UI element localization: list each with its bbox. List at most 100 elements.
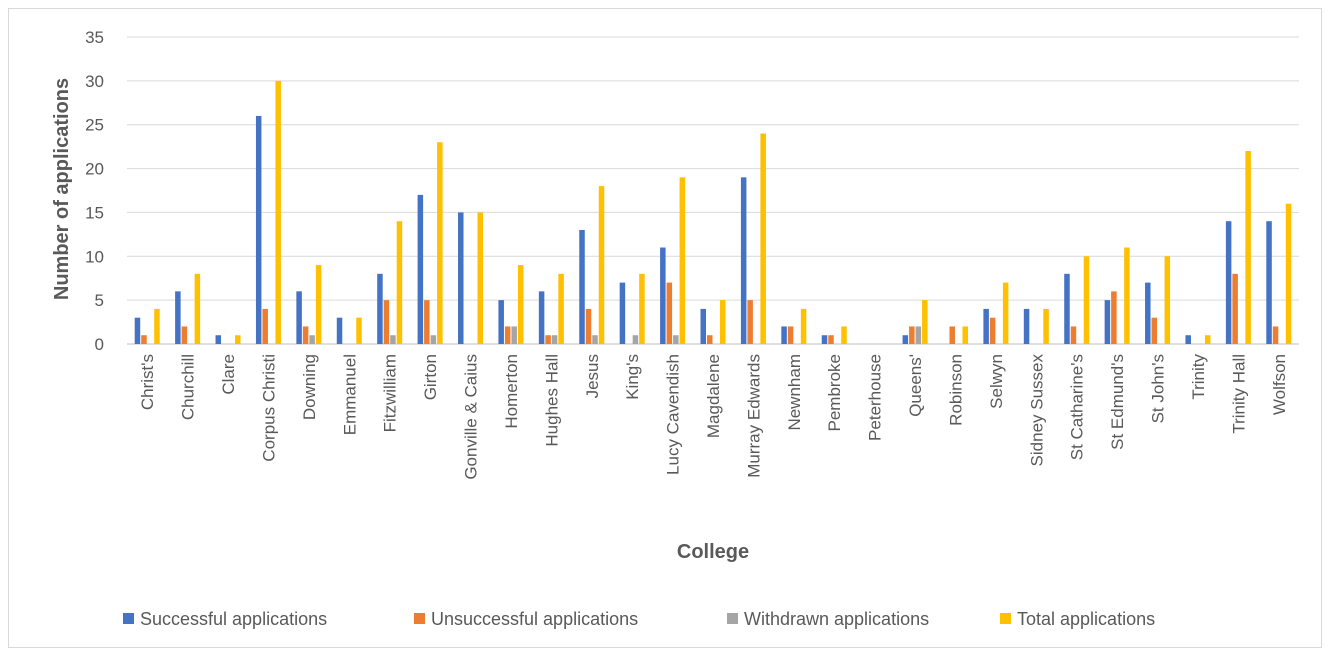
bar-withdrawn-applications (551, 335, 558, 344)
bar-successful-applications (134, 317, 141, 344)
bar-total-applications (477, 212, 484, 344)
bar-unsuccessful-applications (262, 308, 268, 344)
bar-successful-applications (1064, 273, 1070, 344)
bar-unsuccessful-applications (302, 326, 309, 344)
bar-successful-applications (983, 308, 989, 344)
bar-withdrawn-applications (511, 326, 517, 344)
x-tick-label: Gonville & Caius (462, 354, 481, 480)
bar-successful-applications (215, 335, 222, 344)
bar-total-applications (275, 80, 281, 344)
y-tick-label: 0 (95, 335, 104, 354)
x-tick-label: Girton (421, 354, 440, 400)
legend-label: Unsuccessful applications (431, 609, 638, 629)
bar-unsuccessful-applications (828, 335, 834, 344)
bar-total-applications (1164, 256, 1171, 344)
bar-total-applications (639, 273, 645, 344)
x-tick-label: Wolfson (1270, 354, 1289, 415)
bar-successful-applications (458, 212, 464, 344)
legend-swatch (727, 613, 738, 624)
x-tick-label: Emmanuel (340, 354, 359, 435)
bar-successful-applications (377, 273, 383, 344)
bar-unsuccessful-applications (504, 326, 511, 344)
y-tick-label: 5 (95, 291, 104, 310)
bar-total-applications (154, 308, 160, 344)
bar-total-applications (558, 273, 564, 344)
y-tick-label: 30 (85, 72, 104, 91)
x-tick-label: Newnham (785, 354, 804, 431)
x-tick-label: Clare (219, 354, 238, 395)
bar-successful-applications (175, 291, 181, 344)
bar-withdrawn-applications (632, 335, 639, 344)
y-tick-label: 20 (85, 160, 104, 179)
y-tick-label: 35 (85, 28, 104, 47)
legend-label: Total applications (1017, 609, 1155, 629)
bar-total-applications (1124, 247, 1130, 344)
bar-successful-applications (1145, 282, 1151, 344)
bar-unsuccessful-applications (1151, 317, 1158, 344)
bar-withdrawn-applications (430, 335, 437, 344)
bar-successful-applications (1266, 221, 1272, 344)
bar-unsuccessful-applications (383, 300, 390, 344)
bar-total-applications (800, 308, 807, 344)
gridlines (127, 36, 1299, 345)
bar-unsuccessful-applications (181, 326, 188, 344)
bar-successful-applications (579, 229, 585, 344)
bar-total-applications (356, 317, 362, 344)
bar-successful-applications (498, 300, 504, 344)
legend-swatch (123, 613, 134, 624)
y-axis-title: Number of applications (51, 78, 73, 300)
bar-total-applications (1002, 282, 1009, 344)
y-tick-label: 25 (85, 116, 104, 135)
bar-total-applications (679, 177, 686, 344)
bar-successful-applications (821, 335, 828, 344)
x-tick-label: Sidney Sussex (1027, 354, 1046, 467)
bar-unsuccessful-applications (1111, 291, 1117, 344)
bar-successful-applications (740, 177, 747, 344)
x-tick-label: Magdalene (704, 354, 723, 438)
legend-swatch (414, 613, 425, 624)
bars (134, 80, 1292, 344)
x-axis-ticks: Christ's Churchill Clare Corpus Christi Down… (138, 354, 1289, 480)
x-tick-label: St Catharine's (1068, 354, 1087, 460)
y-tick-label: 10 (85, 247, 104, 266)
x-tick-label: Corpus Christi (259, 354, 278, 462)
x-tick-label: Homerton (502, 354, 521, 429)
legend-label: Successful applications (140, 609, 327, 629)
bar-total-applications (720, 300, 726, 344)
bar-successful-applications (336, 317, 343, 344)
bar-total-applications (1204, 335, 1211, 344)
y-tick-label: 15 (85, 203, 104, 222)
bar-unsuccessful-applications (545, 335, 551, 344)
x-tick-label: St John's (1149, 354, 1168, 423)
bar-total-applications (437, 142, 443, 344)
bar-unsuccessful-applications (747, 300, 753, 344)
x-tick-label: Jesus (583, 354, 602, 398)
legend-label: Withdrawn applications (744, 609, 929, 629)
bar-withdrawn-applications (915, 326, 922, 344)
x-axis-title: College (677, 541, 749, 563)
bar-successful-applications (1104, 300, 1111, 344)
x-tick-label: Downing (300, 354, 319, 420)
bar-total-applications (1245, 151, 1251, 344)
x-tick-label: Christ's (138, 354, 157, 410)
bar-total-applications (315, 265, 322, 344)
bar-withdrawn-applications (309, 335, 315, 344)
bar-successful-applications (700, 308, 706, 344)
bar-unsuccessful-applications (141, 335, 147, 344)
x-tick-label: Trinity Hall (1229, 354, 1248, 434)
bar-unsuccessful-applications (1070, 326, 1077, 344)
bar-successful-applications (619, 282, 626, 344)
bar-withdrawn-applications (673, 335, 679, 344)
legend-swatch (1000, 613, 1011, 624)
bar-unsuccessful-applications (949, 326, 955, 344)
x-tick-label: Fitzwilliam (381, 354, 400, 432)
bar-withdrawn-applications (592, 335, 598, 344)
bar-successful-applications (417, 194, 424, 344)
bar-withdrawn-applications (390, 335, 396, 344)
bar-successful-applications (1225, 221, 1232, 344)
bar-total-applications (598, 186, 605, 344)
bar-successful-applications (296, 291, 302, 344)
x-tick-label: Robinson (946, 354, 965, 426)
x-tick-label: St Edmund's (1108, 354, 1127, 450)
y-axis-ticks: 0 5 10 15 20 25 30 35 (85, 28, 104, 354)
